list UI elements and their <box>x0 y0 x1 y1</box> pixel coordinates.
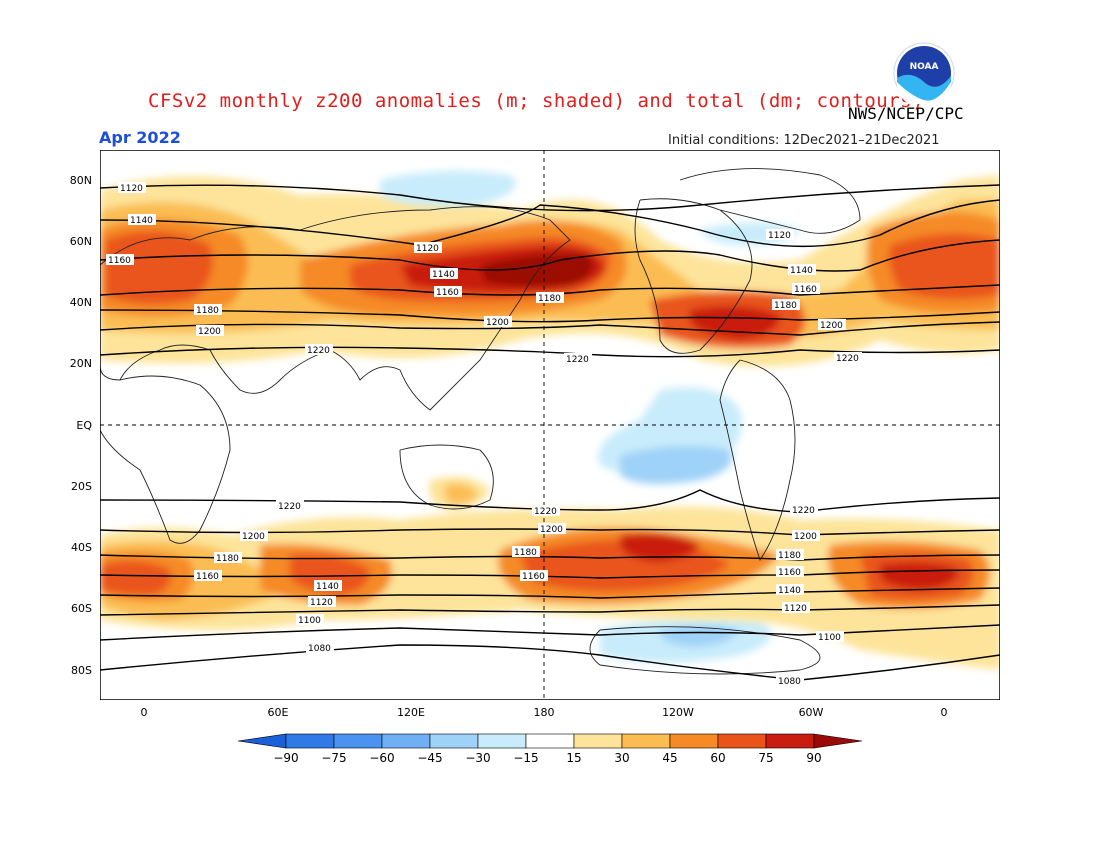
lat-label: 40N <box>70 296 92 309</box>
lat-label: 60S <box>71 602 92 615</box>
noaa-logo: NOAA <box>893 42 955 104</box>
contour-label-1200: 1200 <box>198 327 221 337</box>
lat-label: 80S <box>71 664 92 677</box>
colorbar-segment <box>525 733 575 749</box>
colorbar: −90 −75 −60 −45 −30 −15 15 30 45 60 75 90 <box>238 733 862 765</box>
contour-label-1180: 1180 <box>196 306 219 316</box>
contour-label-1160: 1160 <box>794 285 817 295</box>
colorbar-segment <box>813 733 862 749</box>
lon-label: 0 <box>941 706 948 719</box>
lon-label: 120W <box>662 706 694 719</box>
lat-label: 20S <box>71 480 92 493</box>
contour-label-1220: 1220 <box>836 354 859 364</box>
contour-label-1160: 1160 <box>108 256 131 266</box>
colorbar-tick-label: −15 <box>513 751 538 765</box>
contour-label-1160: 1160 <box>778 568 801 578</box>
contour-label-1080: 1080 <box>778 677 801 687</box>
colorbar-segment <box>669 733 719 749</box>
colorbar-tick-label: 60 <box>710 751 725 765</box>
lon-label: 120E <box>397 706 425 719</box>
contour-label-1220: 1220 <box>566 355 589 365</box>
colorbar-tick-label: 15 <box>566 751 581 765</box>
colorbar-segment <box>477 733 527 749</box>
colorbar-tick-label: 45 <box>662 751 677 765</box>
contour-label-1160: 1160 <box>522 572 545 582</box>
contour-label-1180: 1180 <box>514 548 537 558</box>
contour-label-1200: 1200 <box>242 532 265 542</box>
colorbar-segment <box>573 733 623 749</box>
forecast-month: Apr 2022 <box>99 128 181 147</box>
contour-label-1140: 1140 <box>316 582 339 592</box>
contour-label-1200: 1200 <box>486 318 509 328</box>
contour-label-1200: 1200 <box>540 525 563 535</box>
latitude-axis: 80N 60N 40N 20N EQ 20S 40S 60S 80S <box>70 174 93 677</box>
contour-label-1220: 1220 <box>534 507 557 517</box>
chart-title: CFSv2 monthly z200 anomalies (m; shaded)… <box>148 90 925 112</box>
colorbar-tick-label: −75 <box>321 751 346 765</box>
contour-label-1140: 1140 <box>130 216 153 226</box>
contour-label-1120: 1120 <box>784 604 807 614</box>
lat-label: EQ <box>76 419 92 432</box>
anomaly-shading <box>100 171 1000 670</box>
z200-anomaly-map: 1120 1140 1160 1180 1200 1220 1120 1140 … <box>100 150 1000 700</box>
lon-label: 180 <box>534 706 555 719</box>
contour-labels: 1120 1140 1160 1180 1200 1220 1120 1140 … <box>106 182 862 687</box>
colorbar-tick-label: −30 <box>465 751 490 765</box>
colorbar-segment <box>621 733 671 749</box>
contour-label-1160: 1160 <box>436 288 459 298</box>
colorbar-tick-label: 75 <box>758 751 773 765</box>
colorbar-segment <box>285 733 335 749</box>
contour-label-1180: 1180 <box>774 301 797 311</box>
height-contours <box>100 184 1000 681</box>
contour-label-1200: 1200 <box>794 532 817 542</box>
contour-label-1220: 1220 <box>278 502 301 512</box>
colorbar-segment <box>765 733 815 749</box>
contour-label-1100: 1100 <box>818 633 841 643</box>
contour-label-1140: 1140 <box>778 586 801 596</box>
lat-label: 20N <box>70 357 92 370</box>
colorbar-tick-label: 90 <box>806 751 821 765</box>
contour-label-1120: 1120 <box>310 598 333 608</box>
contour-label-1180: 1180 <box>778 551 801 561</box>
contour-label-1120: 1120 <box>120 184 143 194</box>
lat-label: 60N <box>70 235 92 248</box>
colorbar-tick-label: −45 <box>417 751 442 765</box>
colorbar-tick-label: 30 <box>614 751 629 765</box>
agency-label: NWS/NCEP/CPC <box>848 104 964 123</box>
colorbar-tick-label: −60 <box>369 751 394 765</box>
initial-conditions: Initial conditions: 12Dec2021–21Dec2021 <box>668 133 940 148</box>
colorbar-segment <box>381 733 431 749</box>
svg-text:NOAA: NOAA <box>910 62 939 72</box>
contour-label-1120: 1120 <box>768 231 791 241</box>
colorbar-segment <box>238 733 287 749</box>
lon-label: 0 <box>141 706 148 719</box>
lat-label: 40S <box>71 541 92 554</box>
contour-label-1120: 1120 <box>416 244 439 254</box>
contour-label-1140: 1140 <box>432 270 455 280</box>
contour-label-1220: 1220 <box>792 506 815 516</box>
contour-label-1140: 1140 <box>790 266 813 276</box>
lon-label: 60W <box>799 706 824 719</box>
contour-label-1220: 1220 <box>307 346 330 356</box>
contour-label-1180: 1180 <box>216 554 239 564</box>
contour-label-1080: 1080 <box>308 644 331 654</box>
reference-lines <box>100 150 1000 700</box>
contour-label-1160: 1160 <box>196 572 219 582</box>
colorbar-segment <box>717 733 767 749</box>
longitude-axis: 0 60E 120E 180 120W 60W 0 <box>141 706 948 719</box>
colorbar-segment <box>429 733 479 749</box>
contour-label-1200: 1200 <box>820 321 843 331</box>
contour-label-1180: 1180 <box>538 294 561 304</box>
contour-label-1100: 1100 <box>298 616 321 626</box>
colorbar-segment <box>333 733 383 749</box>
colorbar-tick-label: −90 <box>273 751 298 765</box>
lat-label: 80N <box>70 174 92 187</box>
lon-label: 60E <box>268 706 289 719</box>
